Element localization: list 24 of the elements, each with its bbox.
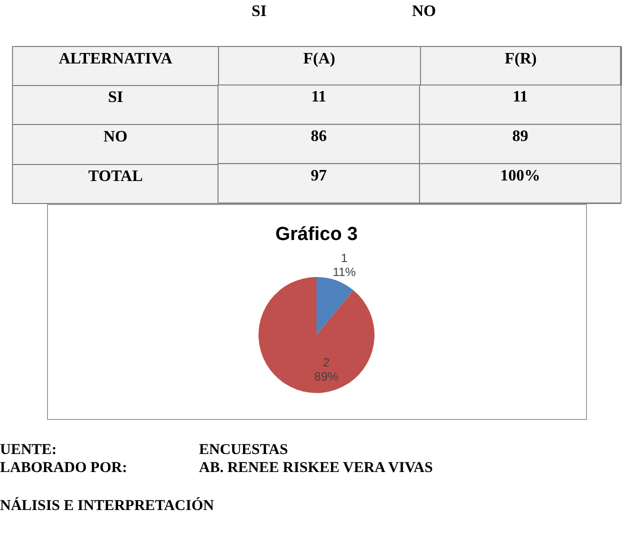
- text: AB. RENEE RISKEE VERA VIVAS: [199, 460, 433, 476]
- y-tick-label: NO: [104, 128, 128, 146]
- data-label: 11: [512, 88, 528, 106]
- text: SI: [251, 3, 267, 20]
- text: LABORADO POR:: [0, 460, 128, 476]
- x-tick-label: F(R): [504, 50, 537, 68]
- y-axis-title: ALTERNATIVA: [58, 50, 173, 68]
- data-label: 97: [310, 167, 327, 184]
- slice-label: 2: [322, 355, 330, 370]
- text: ENCUESTAS: [199, 442, 288, 458]
- y-tick-label: TOTAL: [88, 168, 143, 185]
- text: NO: [412, 3, 436, 20]
- x-tick-label: F(A): [303, 50, 336, 68]
- data-label: 86: [310, 128, 327, 145]
- chart-title: Gráfico 3: [275, 224, 358, 245]
- slice-label: 1: [340, 250, 348, 265]
- text: NÁLISIS E INTERPRETACIÓN: [0, 497, 214, 514]
- data-label: 11: [311, 88, 326, 106]
- data-label: 89: [512, 128, 528, 145]
- data-label: 11%: [332, 264, 356, 279]
- text: UENTE:: [0, 442, 57, 458]
- data-label: 89%: [314, 369, 339, 384]
- y-tick-label: SI: [108, 89, 124, 106]
- data-label: 100%: [500, 167, 540, 184]
